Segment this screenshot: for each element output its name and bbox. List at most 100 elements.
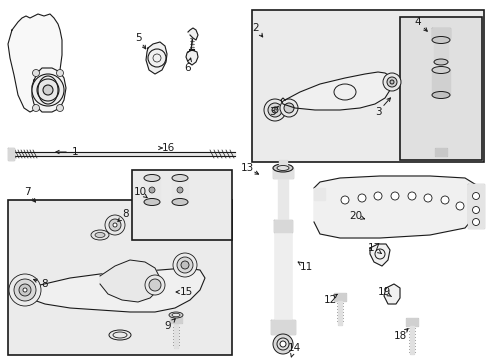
- Text: 2: 2: [252, 23, 259, 33]
- Circle shape: [423, 194, 431, 202]
- Circle shape: [373, 192, 381, 200]
- Circle shape: [340, 196, 348, 204]
- Ellipse shape: [169, 312, 183, 318]
- Text: 1: 1: [72, 147, 78, 157]
- Polygon shape: [100, 260, 160, 302]
- Circle shape: [113, 223, 117, 227]
- Text: 15: 15: [179, 287, 192, 297]
- Polygon shape: [405, 318, 417, 326]
- Circle shape: [390, 192, 398, 200]
- Polygon shape: [409, 326, 413, 354]
- Polygon shape: [143, 178, 160, 202]
- Circle shape: [57, 104, 63, 112]
- Text: 18: 18: [392, 331, 406, 341]
- Circle shape: [386, 77, 396, 87]
- Text: 4: 4: [414, 17, 421, 27]
- Circle shape: [173, 253, 197, 277]
- Polygon shape: [434, 148, 446, 156]
- Circle shape: [14, 279, 36, 301]
- Polygon shape: [431, 70, 449, 95]
- Polygon shape: [278, 178, 287, 220]
- Text: 13: 13: [240, 163, 253, 173]
- Polygon shape: [337, 301, 341, 325]
- Circle shape: [471, 219, 479, 225]
- Polygon shape: [146, 42, 167, 74]
- Polygon shape: [270, 320, 294, 334]
- Polygon shape: [274, 232, 290, 320]
- Circle shape: [43, 85, 53, 95]
- Bar: [132, 170, 231, 240]
- Polygon shape: [431, 28, 449, 38]
- Text: 17: 17: [366, 243, 380, 253]
- Ellipse shape: [143, 175, 160, 181]
- Polygon shape: [185, 50, 198, 65]
- Text: 14: 14: [287, 343, 300, 353]
- Ellipse shape: [276, 166, 288, 171]
- Circle shape: [145, 275, 164, 295]
- Bar: [399, 17, 481, 160]
- Circle shape: [105, 215, 125, 235]
- Text: 3: 3: [268, 107, 275, 117]
- Circle shape: [389, 80, 393, 84]
- Polygon shape: [172, 178, 187, 202]
- Circle shape: [280, 99, 297, 117]
- Circle shape: [407, 192, 415, 200]
- Text: 11: 11: [299, 262, 312, 272]
- Ellipse shape: [431, 67, 449, 73]
- Circle shape: [471, 207, 479, 213]
- Circle shape: [357, 194, 365, 202]
- Polygon shape: [8, 148, 14, 160]
- Bar: [8, 200, 231, 355]
- Text: 3: 3: [374, 107, 381, 117]
- Circle shape: [440, 196, 448, 204]
- Circle shape: [276, 338, 288, 350]
- Text: 20: 20: [349, 211, 362, 221]
- Circle shape: [32, 74, 64, 106]
- Polygon shape: [369, 244, 389, 266]
- Circle shape: [264, 99, 285, 121]
- Text: 7: 7: [23, 187, 30, 197]
- Polygon shape: [191, 35, 193, 50]
- Text: 8: 8: [41, 279, 48, 289]
- Polygon shape: [18, 268, 204, 312]
- Circle shape: [19, 284, 31, 296]
- Circle shape: [284, 103, 293, 113]
- Polygon shape: [170, 316, 182, 323]
- Text: 16: 16: [161, 143, 174, 153]
- Circle shape: [181, 261, 189, 269]
- Ellipse shape: [95, 233, 105, 238]
- Circle shape: [455, 202, 463, 210]
- Circle shape: [280, 341, 285, 347]
- Circle shape: [37, 79, 59, 101]
- Circle shape: [23, 288, 27, 292]
- Text: 12: 12: [323, 295, 336, 305]
- Polygon shape: [433, 40, 447, 62]
- Polygon shape: [8, 14, 62, 112]
- Circle shape: [382, 73, 400, 91]
- Circle shape: [149, 279, 161, 291]
- Circle shape: [267, 103, 282, 117]
- Polygon shape: [313, 176, 479, 238]
- Ellipse shape: [433, 59, 447, 65]
- Polygon shape: [273, 220, 291, 232]
- Ellipse shape: [431, 36, 449, 44]
- Ellipse shape: [109, 330, 131, 340]
- Polygon shape: [187, 28, 198, 40]
- Circle shape: [471, 193, 479, 199]
- Ellipse shape: [431, 91, 449, 99]
- Circle shape: [271, 107, 278, 113]
- Text: 8: 8: [122, 209, 129, 219]
- Bar: [251, 10, 483, 162]
- Circle shape: [109, 219, 121, 231]
- Circle shape: [177, 257, 193, 273]
- Circle shape: [57, 69, 63, 77]
- Polygon shape: [32, 68, 66, 112]
- Polygon shape: [333, 293, 346, 301]
- Circle shape: [149, 187, 155, 193]
- Text: 6: 6: [184, 63, 191, 73]
- Text: 19: 19: [377, 287, 390, 297]
- Polygon shape: [383, 284, 399, 304]
- Circle shape: [9, 274, 41, 306]
- Polygon shape: [281, 72, 391, 110]
- Ellipse shape: [272, 164, 292, 172]
